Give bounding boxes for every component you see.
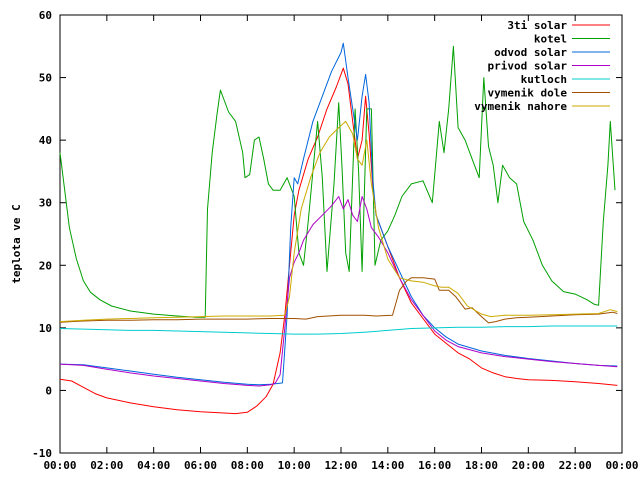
- y-axis-label: teplota ve C: [10, 204, 23, 283]
- y-tick-label: 50: [39, 72, 52, 85]
- series-line-privod-solar: [59, 196, 618, 387]
- x-tick-label: 04:00: [137, 459, 170, 472]
- x-tick-label: 22:00: [559, 459, 592, 472]
- x-tick-label: 02:00: [90, 459, 123, 472]
- y-tick-label: 60: [39, 9, 52, 22]
- x-tick-label: 06:00: [184, 459, 217, 472]
- x-tick-label: 14:00: [371, 459, 404, 472]
- x-tick-label: 00:00: [43, 459, 76, 472]
- series-line-vymenik-nahore: [59, 120, 618, 323]
- legend-label: vymenik dole: [488, 87, 568, 100]
- y-tick-label: 10: [39, 322, 52, 335]
- x-tick-label: 08:00: [231, 459, 264, 472]
- x-tick-label: 16:00: [418, 459, 451, 472]
- y-tick-label: 30: [39, 197, 52, 210]
- y-tick-label: 20: [39, 259, 52, 272]
- series-line-odvod-solar: [59, 42, 618, 386]
- series-layer: [59, 42, 618, 415]
- y-tick-label: 0: [45, 384, 52, 397]
- x-tick-label: 00:00: [605, 459, 638, 472]
- legend-label: kutloch: [521, 73, 567, 86]
- series-line-kutloch: [59, 325, 618, 335]
- legend-label: vymenik nahore: [474, 100, 567, 113]
- series-line-kotel: [59, 45, 616, 318]
- x-tick-label: 20:00: [512, 459, 545, 472]
- y-tick-label: 40: [39, 134, 52, 147]
- x-tick-label: 10:00: [278, 459, 311, 472]
- axes-layer: -10 0 10 20 30 40 50 60 00:00 02:00 04:00 06:00 08:0…: [32, 9, 638, 472]
- x-tick-label: 18:00: [465, 459, 498, 472]
- x-tick-label: 12:00: [324, 459, 357, 472]
- series-line-vymenik-dole: [59, 277, 618, 324]
- legend-label: kotel: [534, 33, 567, 46]
- legend-label: odvod solar: [494, 46, 567, 59]
- series-line-3ti-solar: [59, 67, 618, 415]
- legend-label: privod solar: [488, 60, 568, 73]
- y-tick-label: -10: [32, 447, 52, 460]
- legend-label: 3ti solar: [507, 19, 567, 32]
